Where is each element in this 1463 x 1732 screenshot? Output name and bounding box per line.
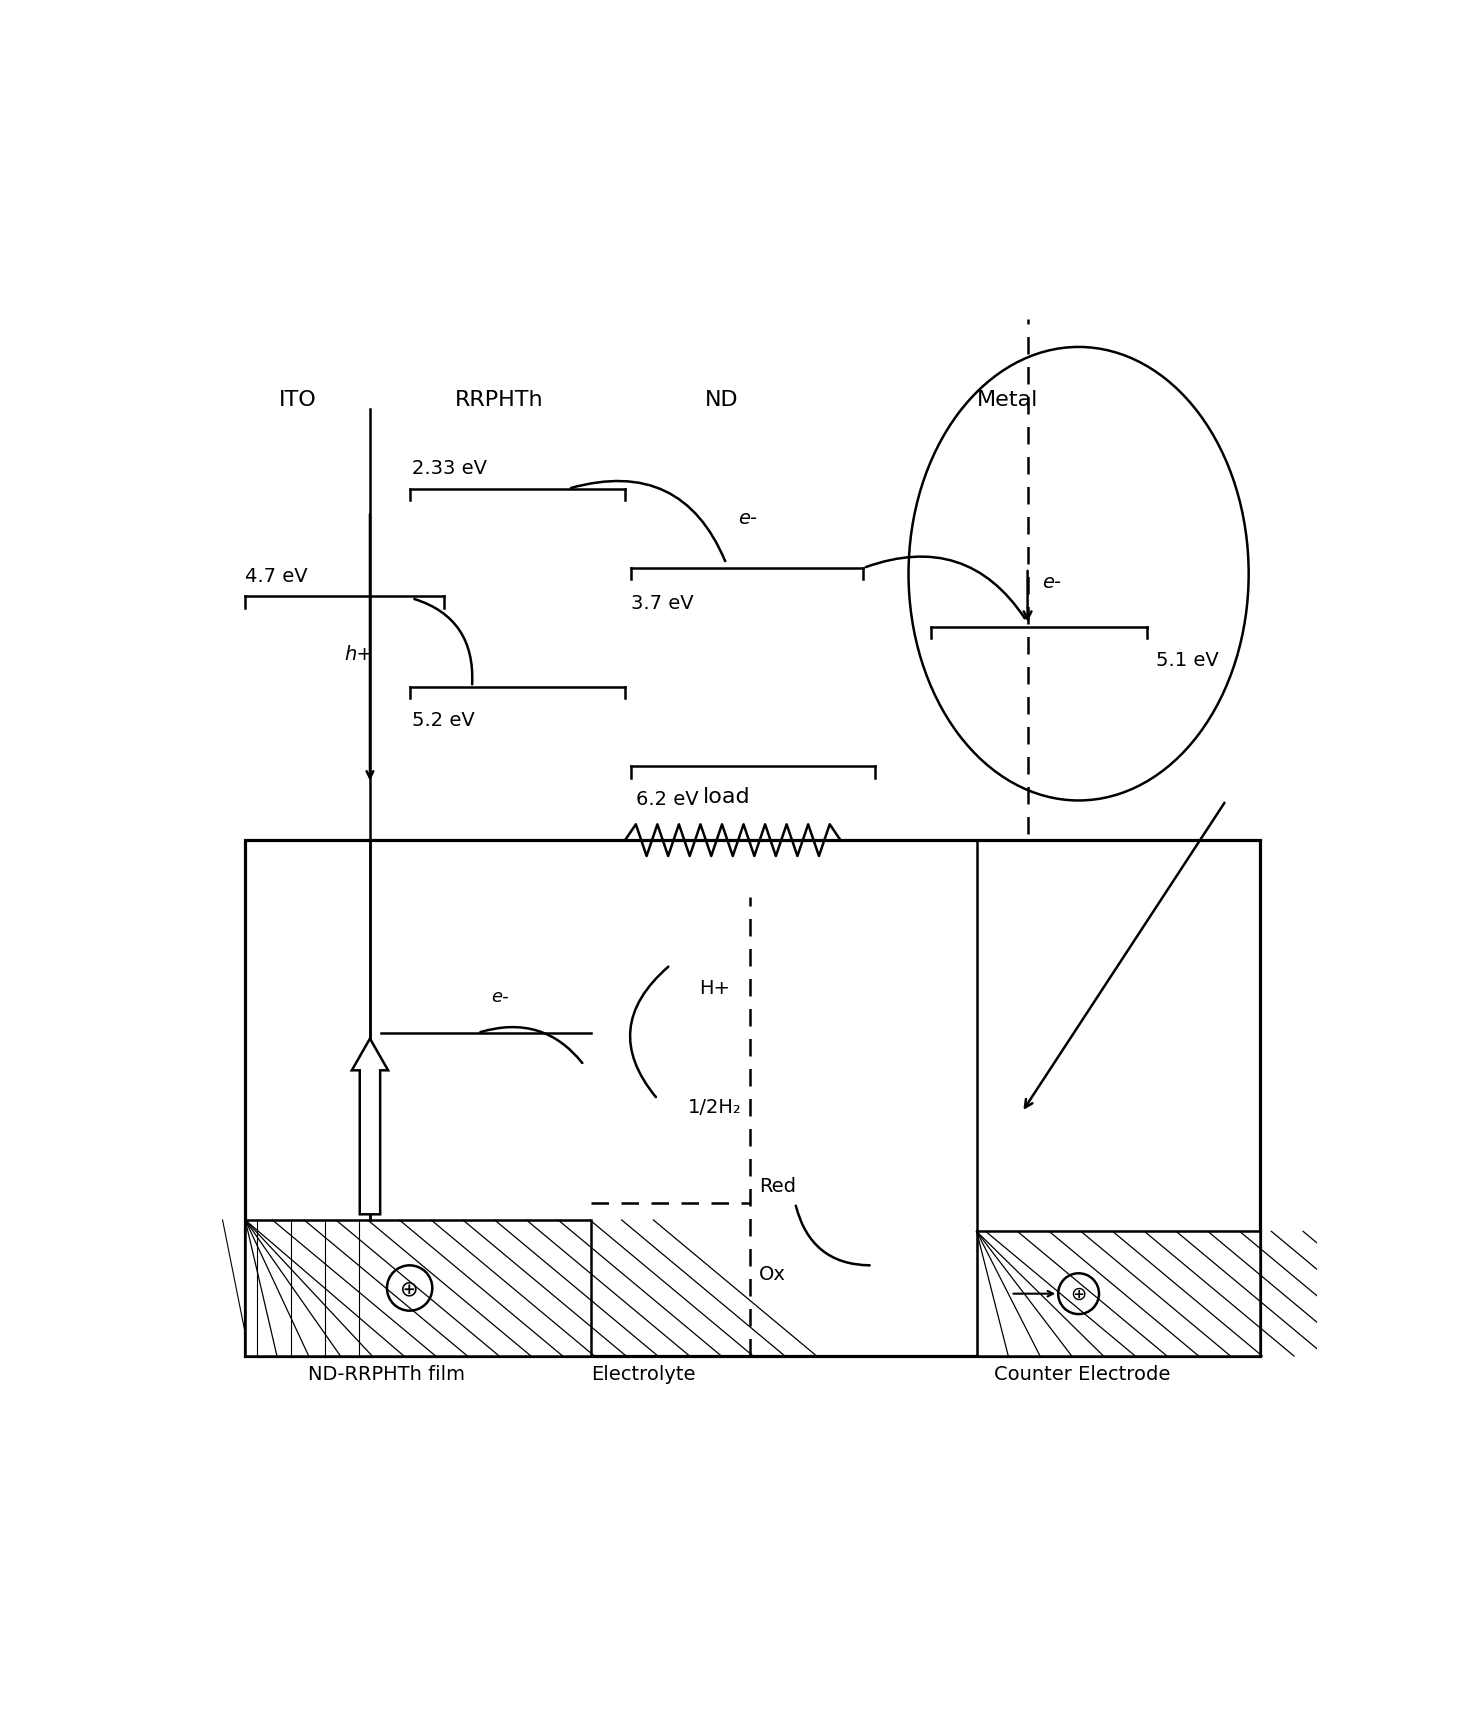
- Text: e-: e-: [739, 507, 758, 527]
- Text: 4.7 eV: 4.7 eV: [246, 566, 307, 585]
- Bar: [246, 840, 1260, 1356]
- Text: 5.2 eV: 5.2 eV: [413, 710, 474, 729]
- Text: 3.7 eV: 3.7 eV: [631, 594, 693, 613]
- Text: H+: H+: [699, 979, 730, 998]
- FancyArrowPatch shape: [796, 1205, 869, 1266]
- Text: ND-RRPHTh film: ND-RRPHTh film: [307, 1365, 465, 1384]
- Text: ⊕: ⊕: [401, 1278, 418, 1299]
- Text: 1/2H₂: 1/2H₂: [688, 1098, 742, 1117]
- FancyArrowPatch shape: [866, 558, 1024, 618]
- Text: Ox: Ox: [759, 1264, 786, 1283]
- Text: Counter Electrode: Counter Electrode: [993, 1365, 1170, 1384]
- Text: e-: e-: [492, 987, 509, 1005]
- Text: ND: ND: [705, 390, 737, 410]
- Text: Red: Red: [759, 1176, 796, 1195]
- Text: ⊕: ⊕: [1071, 1285, 1087, 1304]
- Text: h+: h+: [344, 644, 373, 663]
- FancyArrowPatch shape: [571, 481, 726, 561]
- Text: ITO: ITO: [279, 390, 317, 410]
- Text: 6.2 eV: 6.2 eV: [636, 790, 699, 809]
- Bar: [246, 1221, 591, 1356]
- Text: Metal: Metal: [977, 390, 1037, 410]
- Text: RRPHTh: RRPHTh: [455, 390, 544, 410]
- Text: 2.33 eV: 2.33 eV: [413, 459, 487, 478]
- FancyArrow shape: [351, 1039, 388, 1214]
- Text: load: load: [704, 786, 751, 807]
- Text: Electrolyte: Electrolyte: [591, 1365, 695, 1384]
- FancyArrowPatch shape: [631, 966, 669, 1098]
- FancyArrowPatch shape: [414, 599, 473, 684]
- Text: e-: e-: [1042, 573, 1061, 592]
- Bar: [977, 1231, 1260, 1356]
- Text: 5.1 eV: 5.1 eV: [1156, 650, 1219, 669]
- FancyArrowPatch shape: [480, 1027, 582, 1063]
